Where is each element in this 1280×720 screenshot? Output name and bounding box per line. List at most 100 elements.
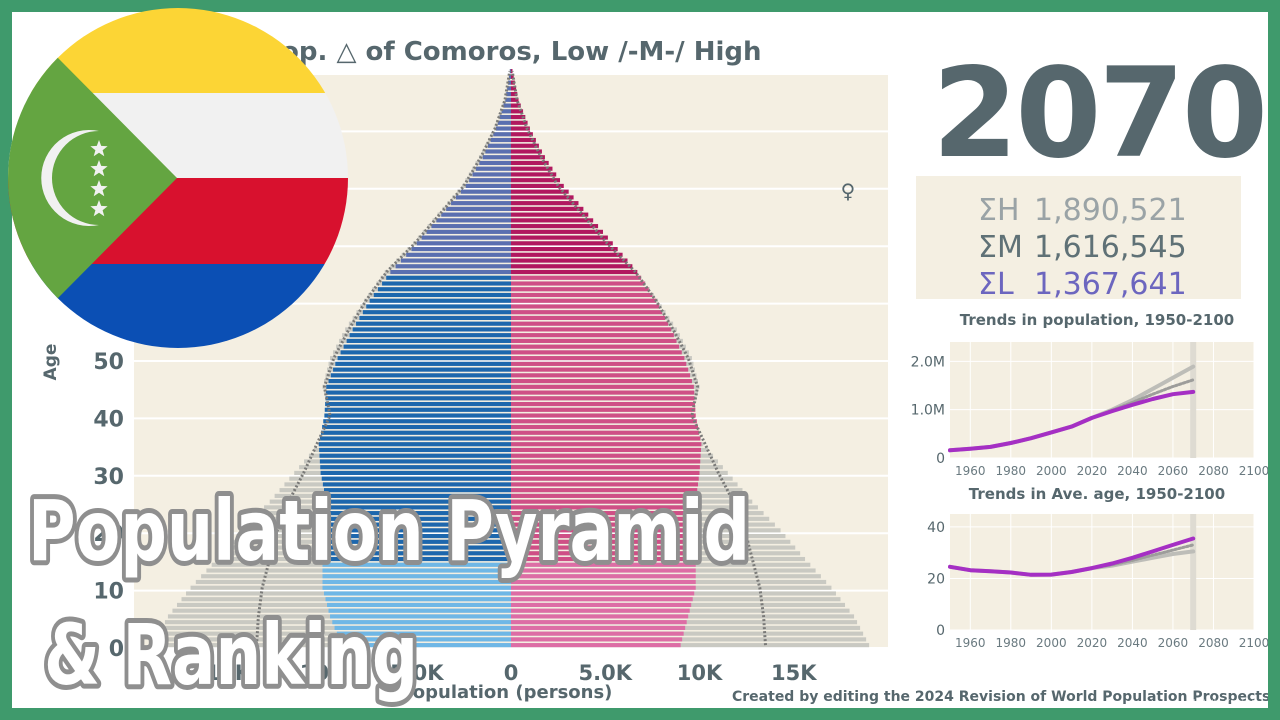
female-bar [511, 86, 517, 91]
female-bar [511, 545, 696, 550]
population-trend-title: Trends in population, 1950-2100 [959, 311, 1235, 329]
female-bar [511, 120, 528, 125]
male-bar [482, 155, 511, 160]
male-bar [411, 247, 511, 252]
high-variant-bar-male [152, 643, 511, 648]
male-bar [346, 338, 511, 343]
male-bar [324, 522, 511, 527]
x-tick-label: 5.0K [579, 661, 633, 685]
male-bar [320, 470, 511, 475]
male-bar [506, 92, 511, 97]
total-high-value: 1,890,521 [1034, 193, 1187, 228]
female-bar [511, 442, 702, 447]
female-bar [511, 568, 696, 573]
female-bar [511, 574, 696, 579]
male-bar [322, 556, 511, 562]
female-bar [511, 499, 696, 504]
male-bar [382, 281, 511, 286]
trend-x-tick-label: 2040 [1117, 464, 1148, 478]
male-bar [336, 631, 511, 636]
female-bar [511, 103, 521, 108]
male-bar [330, 373, 511, 378]
male-bar [330, 614, 511, 619]
trend-y-tick-label: 0 [936, 623, 945, 639]
male-bar [322, 574, 511, 579]
female-bar [511, 241, 613, 246]
female-bar [511, 625, 686, 630]
male-bar [416, 241, 511, 246]
male-bar [325, 493, 511, 498]
female-bar [511, 269, 638, 275]
female-bar [511, 401, 695, 407]
male-bar [325, 401, 511, 407]
male-bar [488, 143, 511, 148]
y-tick-label: 0 [109, 637, 124, 662]
x-axis-label: Population (persons) [400, 682, 613, 703]
trend-x-tick-label: 2000 [1036, 464, 1067, 478]
female-bar [511, 430, 700, 435]
female-bar [511, 373, 691, 378]
male-bar [400, 258, 511, 263]
trend-x-tick-label: 2080 [1198, 464, 1229, 478]
female-bar [511, 562, 696, 567]
male-bar [493, 132, 511, 137]
male-bar [325, 597, 511, 602]
frame: Pop. △ of Comoros, Low /-M-/ High 15K 10K… [12, 12, 1268, 708]
female-bar [511, 620, 687, 625]
female-bar [511, 465, 700, 470]
female-bar [511, 511, 696, 516]
female-bar [511, 361, 687, 366]
male-bar [322, 568, 511, 573]
y-tick-label: 20 [93, 522, 124, 547]
male-bar [362, 310, 511, 315]
trend-x-tick-label: 2100 [1239, 464, 1268, 478]
male-bar [349, 333, 511, 338]
female-bar [511, 551, 696, 556]
female-bar [511, 493, 697, 498]
male-bar [469, 178, 511, 183]
high-variant-bar-male [158, 631, 511, 636]
trend-x-tick-label: 2080 [1198, 636, 1229, 650]
male-bar [421, 235, 511, 240]
female-bar [511, 264, 633, 269]
male-bar [501, 109, 511, 114]
female-bar [511, 367, 689, 372]
female-bar [511, 74, 514, 79]
male-bar [322, 562, 511, 567]
x-tick-label: 15K [771, 661, 817, 685]
female-bar [511, 344, 680, 349]
population-trend-chart: 1960 1980 2000 2020 2040 2060 2080 2100 0 1.0M 2.0… [911, 342, 1268, 478]
female-bar [511, 591, 695, 596]
male-bar [451, 201, 511, 206]
trend-y-tick-label: 20 [927, 571, 945, 587]
female-bar [511, 534, 696, 539]
x-tick-label: 0 [504, 661, 519, 685]
female-bar [511, 350, 682, 355]
year-display: 2070 [932, 42, 1268, 186]
female-bar [511, 298, 657, 303]
trend-y-tick-label: 0 [936, 451, 945, 467]
female-bar [511, 189, 569, 194]
female-bar [511, 281, 645, 286]
male-bar [322, 585, 511, 590]
male-bar [319, 459, 511, 464]
trend-x-tick-label: 2040 [1117, 636, 1148, 650]
male-bar [319, 436, 511, 441]
y-tick-label: 10 [93, 580, 124, 605]
male-bar [334, 625, 511, 630]
male-bar [406, 252, 511, 257]
low-variant-line-right [510, 70, 767, 646]
x-tick-label: 5.0K [390, 661, 444, 685]
male-bar [505, 97, 511, 102]
flag-star-icon [90, 200, 108, 217]
female-bar [511, 379, 692, 384]
female-bar [511, 235, 608, 240]
male-bar [340, 350, 511, 355]
trend-x-tick-label: 1980 [996, 464, 1027, 478]
male-bar [320, 430, 511, 435]
male-bar [319, 453, 511, 458]
male-bar [503, 103, 511, 108]
female-bar [511, 292, 653, 298]
flag-star-icon [90, 160, 108, 177]
male-bar [465, 183, 511, 188]
